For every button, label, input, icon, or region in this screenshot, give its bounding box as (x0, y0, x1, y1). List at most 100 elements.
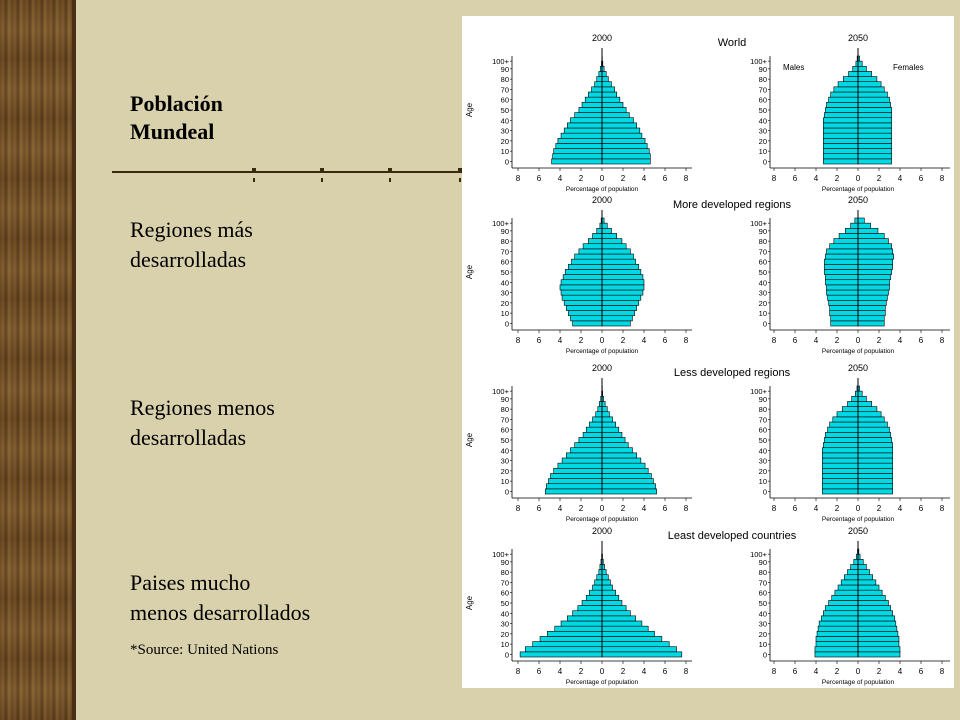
pyramid-bar-male (553, 148, 603, 155)
pyramid-bar-female (857, 431, 891, 438)
pyramid-bar-male (560, 132, 603, 139)
x-tick-label: 2 (621, 504, 626, 513)
pyramid-year-label: 2000 (592, 195, 612, 205)
pyramid-bar-male (561, 457, 603, 464)
pyramid-bar-male (829, 310, 859, 317)
title-line-2: Mundeal (130, 119, 215, 144)
pyramid-bar-male (825, 274, 859, 281)
x-tick-label: 6 (537, 667, 542, 676)
y-tick-label: 0 (505, 650, 509, 659)
pyramid-bar-male (823, 158, 859, 165)
pyramid-bar-male (852, 65, 859, 72)
x-tick-label: 2 (835, 504, 840, 513)
y-tick-label: 30 (501, 620, 509, 629)
pyramid-bar-female (601, 646, 677, 653)
x-tick-label: 4 (898, 504, 903, 513)
y-tick-label: 50 (759, 268, 767, 277)
pyramid-bar-female (857, 584, 880, 591)
pyramid-bar-female (857, 406, 878, 413)
pyramid-bar-male (559, 284, 603, 291)
x-tick-label: 2 (877, 336, 882, 345)
pyramid-bar-female (857, 574, 873, 581)
pyramid-bar-male (823, 148, 859, 155)
pyramid-bar-female (601, 620, 643, 627)
label-line: Regiones menos (130, 395, 275, 420)
x-tick-label: 8 (772, 174, 777, 183)
pyramid-bar-male (825, 605, 859, 612)
pyramid-bar-male (560, 279, 603, 286)
pyramid-bar-female (601, 117, 634, 124)
y-tick-label: 50 (759, 436, 767, 445)
x-tick-label: 2 (877, 504, 882, 513)
y-tick-label: 40 (759, 116, 767, 125)
x-tick-label: 8 (516, 504, 521, 513)
pyramid-bar-male (826, 284, 859, 291)
x-tick-label: 0 (600, 336, 605, 345)
pyramid-bar-male (574, 442, 603, 449)
pyramid-bar-male (824, 263, 859, 270)
pyramid-bar-male (842, 76, 859, 83)
x-tick-label: 4 (898, 667, 903, 676)
pyramid-bar-female (601, 589, 616, 596)
pyramid-bar-male (567, 122, 603, 129)
pyramid-bar-female (601, 651, 683, 658)
pyramid-bar-male (826, 101, 859, 108)
pyramid-bar-female (601, 122, 637, 129)
pyramid-bar-male (821, 488, 859, 495)
pyramid-bar-female (857, 636, 900, 642)
y-tick-label: 40 (759, 446, 767, 455)
pyramid-bar-male (821, 478, 859, 485)
pyramid-bar-female (601, 431, 623, 438)
label-line: desarrolladas (130, 247, 247, 272)
pyramid-bar-male (848, 71, 859, 77)
y-tick-label: 90 (501, 395, 509, 404)
y-tick-label: 20 (501, 630, 509, 639)
pyramid-year-label: 2000 (592, 526, 612, 536)
x-tick-label: 6 (537, 504, 542, 513)
y-tick-label: 60 (759, 589, 767, 598)
pyramid-bar-male (823, 442, 859, 449)
y-tick-label: 80 (501, 237, 509, 246)
pyramid-bar-male (814, 646, 859, 653)
y-tick-label: 50 (759, 599, 767, 608)
y-tick-label: 20 (759, 630, 767, 639)
pyramid-year-label: 2050 (848, 526, 868, 536)
x-tick-label: 6 (663, 174, 668, 183)
pyramid-bar-female (601, 473, 652, 479)
x-tick-label: 4 (814, 174, 819, 183)
y-axis-label: Age (465, 264, 474, 279)
pyramid-bar-male (581, 600, 603, 606)
pyramid-bar-female (857, 594, 886, 601)
pyramid-bar-female (601, 579, 611, 586)
pyramid-bar-male (824, 112, 859, 119)
pyramid-bar-female (857, 81, 882, 88)
pyramid-bar-female (601, 81, 612, 88)
x-tick-label: 0 (856, 174, 861, 183)
y-tick-label: 60 (759, 426, 767, 435)
x-tick-label: 0 (856, 504, 861, 513)
y-tick-label: 70 (501, 247, 509, 256)
pyramid-bar-female (857, 222, 871, 229)
pyramid-bar-male (821, 467, 859, 474)
y-tick-label: 30 (759, 289, 767, 298)
sex-label-females: Females (893, 63, 924, 72)
pyramid-bar-male (823, 132, 859, 139)
pyramid-bar-female (857, 646, 901, 653)
pyramid-bar-female (857, 238, 889, 245)
x-tick-label: 6 (537, 336, 542, 345)
y-tick-label: 0 (505, 157, 509, 166)
pyramid-bar-male (589, 421, 603, 428)
label-least-developed: Paises mucho menos desarrollados (130, 568, 310, 628)
pyramid-bar-male (841, 406, 859, 413)
pyramid-bar-male (820, 615, 859, 622)
x-tick-label: 6 (793, 667, 798, 676)
pyramid-bar-male (828, 600, 859, 606)
pyramid-bar-male (581, 101, 603, 108)
pyramid-bar-male (823, 610, 859, 617)
y-tick-label: 50 (501, 106, 509, 115)
pyramid-bar-male (557, 137, 603, 144)
x-axis-label: Percentage of population (822, 348, 895, 355)
pyramid-bar-female (601, 630, 655, 637)
pyramid-bar-male (562, 274, 603, 281)
pyramid-bar-male (585, 426, 603, 433)
